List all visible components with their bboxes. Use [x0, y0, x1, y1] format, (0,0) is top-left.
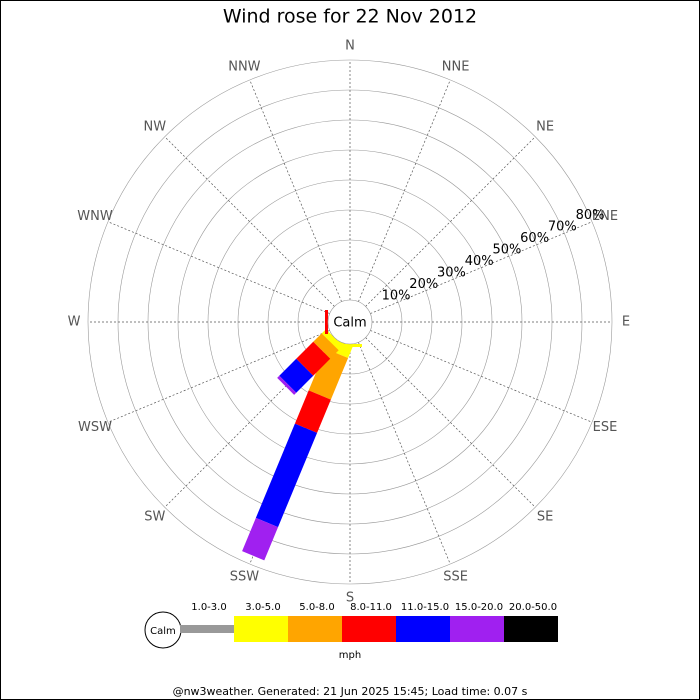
direction-label: SW — [144, 510, 165, 525]
footer: @nw3weather. Generated: 21 Jun 2025 15:4… — [173, 685, 528, 698]
bar-segment — [277, 375, 297, 395]
bar-segment — [338, 344, 362, 347]
legend-label: 8.0-11.0 — [350, 602, 392, 613]
direction-label: E — [622, 315, 630, 330]
direction-label: S — [346, 591, 354, 606]
r-tick-label: 10% — [382, 289, 411, 304]
chart-title: Wind rose for 22 Nov 2012 — [223, 6, 477, 28]
calm-circle — [327, 299, 373, 345]
direction-label: WNW — [77, 209, 113, 224]
direction-label: NE — [536, 119, 554, 134]
spoke — [249, 79, 342, 302]
spoke — [365, 136, 536, 307]
direction-label: ENE — [592, 209, 618, 224]
direction-label: SSW — [230, 569, 260, 584]
spoke — [107, 330, 330, 423]
direction-bar — [325, 310, 328, 334]
legend-label: 3.0-5.0 — [245, 602, 280, 613]
r-tick-label: 50% — [492, 243, 521, 258]
bar-segment — [325, 310, 328, 334]
legend-swatch — [504, 616, 558, 642]
spoke — [365, 337, 536, 508]
bar-segment — [294, 390, 331, 433]
legend-swatch — [234, 616, 288, 642]
legend-swatch — [342, 616, 396, 642]
r-tick-label: 60% — [520, 231, 549, 246]
bar-segment — [255, 423, 318, 528]
bar-segment — [308, 348, 349, 400]
r-tick-label: 20% — [409, 277, 438, 292]
r-tick-label: 70% — [548, 220, 577, 235]
legend-label: 15.0-20.0 — [455, 602, 503, 613]
legend-label: 1.0-3.0 — [191, 602, 226, 613]
direction-label: N — [345, 39, 355, 54]
direction-label: NW — [144, 119, 167, 134]
grid-ring — [87, 59, 613, 585]
direction-label: SE — [537, 510, 553, 525]
r-tick-label: 80% — [576, 208, 605, 223]
spoke — [370, 221, 593, 314]
legend-label: 5.0-8.0 — [299, 602, 334, 613]
direction-label: NNW — [228, 60, 260, 75]
legend-unit: mph — [339, 650, 361, 661]
legend-label: 11.0-15.0 — [401, 602, 449, 613]
r-tick-label: 40% — [465, 254, 494, 269]
legend-swatch — [450, 616, 504, 642]
spoke — [370, 330, 593, 423]
bar-segment — [321, 329, 343, 351]
spoke — [358, 342, 451, 565]
bar-segment — [296, 341, 331, 376]
direction-label: ESE — [593, 420, 618, 435]
spoke — [358, 79, 451, 302]
bar-segment — [242, 517, 279, 561]
legend-swatch — [288, 616, 342, 642]
direction-label: SSE — [443, 569, 468, 584]
legend-swatch — [180, 625, 234, 633]
bar-segment — [313, 333, 339, 359]
direction-label: NNE — [442, 60, 470, 75]
spoke — [164, 136, 335, 307]
spoke — [107, 221, 330, 314]
direction-label: WSW — [78, 420, 112, 435]
legend-label: 20.0-50.0 — [509, 602, 557, 613]
direction-label: W — [68, 315, 81, 330]
legend-calm-label: Calm — [150, 626, 176, 637]
legend-swatch — [396, 616, 450, 642]
calm-label: Calm — [333, 316, 366, 331]
direction-bar — [338, 344, 362, 347]
r-tick-label: 30% — [437, 266, 466, 281]
